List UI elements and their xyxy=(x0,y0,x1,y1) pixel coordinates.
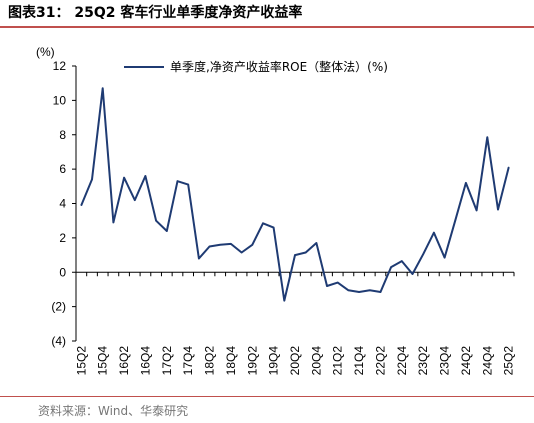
data-point xyxy=(422,253,424,256)
data-point xyxy=(272,226,275,229)
data-point xyxy=(475,209,478,212)
x-tick-label: 22Q2 xyxy=(373,346,387,376)
data-point xyxy=(251,243,254,246)
data-point xyxy=(336,281,339,284)
data-point xyxy=(486,136,489,139)
y-tick-label: (4) xyxy=(51,334,66,348)
data-point xyxy=(283,299,286,302)
chart-title: 图表31： 25Q2 客车行业单季度净资产收益率 xyxy=(8,5,303,21)
data-point xyxy=(230,243,232,245)
x-tick-label: 22Q4 xyxy=(395,346,409,376)
data-point xyxy=(133,199,136,201)
legend-label: 单季度,净资产收益率ROE（整体法）(%) xyxy=(170,59,388,74)
data-point xyxy=(240,251,243,254)
x-tick-label: 15Q4 xyxy=(96,346,110,376)
x-tick-label: 15Q2 xyxy=(74,346,88,376)
data-point xyxy=(315,242,318,244)
x-tick-label: 25Q2 xyxy=(502,346,516,376)
data-point xyxy=(401,260,403,262)
data-point xyxy=(454,219,457,222)
source-note: 资料来源：Wind、华泰研究 xyxy=(38,404,189,418)
y-tick-label: 0 xyxy=(59,265,66,279)
x-tick-label: 24Q2 xyxy=(459,346,473,376)
x-tick-label: 24Q4 xyxy=(480,346,494,376)
data-point xyxy=(123,176,125,179)
data-point xyxy=(219,243,222,246)
data-point xyxy=(294,254,296,256)
title-divider xyxy=(0,26,534,28)
x-tick-label: 17Q4 xyxy=(181,346,195,376)
data-point xyxy=(166,230,168,232)
y-tick-label: 12 xyxy=(53,59,67,73)
data-point xyxy=(101,87,104,90)
x-tick-label: 20Q2 xyxy=(288,346,302,376)
data-point xyxy=(379,291,382,293)
roe-series-line xyxy=(80,87,510,302)
data-point xyxy=(443,256,446,259)
data-point xyxy=(198,257,200,260)
x-tick-label: 20Q4 xyxy=(309,346,323,376)
data-point xyxy=(144,175,147,177)
data-point xyxy=(497,208,499,211)
data-point xyxy=(465,182,467,184)
data-point xyxy=(304,251,307,254)
y-tick-label: 2 xyxy=(59,231,66,245)
x-tick-label: 19Q4 xyxy=(267,346,281,376)
x-tick-label: 18Q4 xyxy=(224,346,238,376)
data-point xyxy=(176,180,179,182)
y-tick-label: 6 xyxy=(59,162,66,176)
x-tick-label: 19Q2 xyxy=(245,346,259,376)
data-point xyxy=(208,245,211,248)
x-tick-label: 16Q2 xyxy=(117,346,131,376)
y-tick-label: 10 xyxy=(53,93,67,107)
data-point xyxy=(187,183,189,186)
data-point xyxy=(347,289,350,292)
data-point xyxy=(91,178,93,181)
y-tick-label: 8 xyxy=(59,128,66,142)
x-tick-label: 21Q4 xyxy=(352,346,366,376)
data-point xyxy=(326,285,328,287)
y-tick-label: (2) xyxy=(51,300,66,314)
y-axis-unit: (%) xyxy=(36,45,55,59)
y-tick-label: 4 xyxy=(59,197,66,211)
x-tick-label: 23Q4 xyxy=(438,346,452,376)
data-point xyxy=(368,289,371,292)
x-tick-label: 16Q4 xyxy=(138,346,152,376)
x-tick-label: 17Q2 xyxy=(160,346,174,376)
x-tick-label: 21Q2 xyxy=(331,346,345,376)
x-tick-label: 18Q2 xyxy=(203,346,217,376)
data-point xyxy=(507,166,510,169)
x-tick-label: 23Q2 xyxy=(416,346,430,376)
data-point xyxy=(80,204,83,207)
data-point xyxy=(358,291,360,293)
data-point xyxy=(411,273,414,275)
data-point xyxy=(390,266,392,268)
data-point xyxy=(262,222,264,225)
data-point xyxy=(112,221,115,224)
data-point xyxy=(433,231,435,234)
footer-divider xyxy=(0,396,534,397)
data-point xyxy=(155,219,157,222)
